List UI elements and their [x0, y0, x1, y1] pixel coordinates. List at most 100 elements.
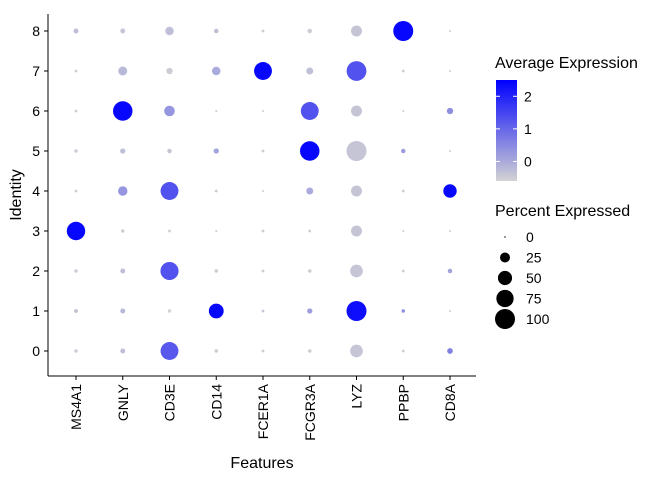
dot-ms4a1-4	[74, 189, 78, 193]
size-legend-dot	[504, 236, 506, 238]
dot-ppbp-2	[401, 269, 405, 273]
color-tick-label: 1	[524, 121, 532, 137]
dot-cd14-6	[215, 110, 218, 112]
dot-cd8a-2	[447, 268, 453, 274]
dot-markers	[66, 21, 457, 360]
x-axis-ticks: MS4A1 GNLY CD3E CD14 FCER1A FCGR3A LYZ PPBP CD8A	[68, 376, 458, 441]
y-tick-label: 0	[32, 343, 40, 359]
dot-cd8a-5	[449, 150, 451, 152]
dot-fcer1a-1	[261, 309, 265, 313]
dot-cd14-3	[215, 230, 218, 232]
dot-gnly-3	[121, 229, 125, 233]
dot-fcer1a-3	[261, 229, 265, 233]
dot-lyz-1	[346, 301, 367, 321]
size-legend-dot	[497, 270, 513, 286]
dot-gnly-1	[120, 308, 126, 314]
dot-gnly-0	[120, 348, 126, 354]
x-tick-label: FCER1A	[255, 383, 271, 439]
dot-cd3e-7	[166, 67, 173, 75]
dot-ms4a1-1	[74, 309, 78, 313]
dot-cd3e-8	[165, 26, 174, 36]
color-legend-bar	[496, 80, 517, 181]
y-tick-label: 3	[32, 223, 40, 239]
color-legend-title: Average Expression	[495, 55, 638, 72]
dot-fcgr3a-6	[300, 102, 319, 120]
dot-cd14-4	[214, 189, 218, 193]
dot-cd14-5	[213, 148, 219, 154]
color-legend: Average Expression 0 1 2	[495, 55, 638, 181]
dot-fcgr3a-3	[308, 229, 312, 233]
dot-lyz-0	[350, 344, 363, 358]
dot-ms4a1-6	[74, 109, 78, 113]
y-tick-label: 4	[32, 183, 40, 199]
size-legend-label: 0	[526, 229, 534, 245]
dot-fcgr3a-4	[306, 187, 314, 195]
dot-cd8a-4	[443, 184, 457, 198]
x-tick-label: FCGR3A	[302, 383, 318, 440]
dot-fcer1a-6	[262, 110, 264, 112]
dot-fcer1a-8	[261, 29, 265, 33]
dot-gnly-5	[120, 148, 126, 154]
dot-ms4a1-0	[74, 349, 78, 353]
dot-gnly-6	[113, 101, 133, 121]
size-legend-title: Percent Expressed	[495, 203, 630, 220]
dot-fcer1a-2	[261, 269, 265, 273]
size-legend-dot	[500, 252, 510, 263]
size-legend: Percent Expressed 0 25 50 75 100	[495, 203, 630, 329]
dot-ppbp-4	[401, 189, 405, 193]
dot-ms4a1-2	[74, 269, 78, 273]
color-legend-ticks: 0 1 2	[496, 88, 532, 169]
y-tick-label: 5	[32, 143, 40, 159]
dot-cd14-2	[214, 269, 218, 273]
size-legend-label: 100	[526, 311, 550, 327]
size-legend-label: 50	[526, 270, 542, 286]
x-tick-label: CD8A	[442, 383, 458, 421]
dot-cd3e-0	[160, 342, 179, 360]
x-tick-label: LYZ	[349, 384, 365, 409]
dot-lyz-3	[351, 225, 362, 237]
dot-cd8a-1	[449, 310, 451, 312]
dot-cd3e-5	[167, 148, 172, 154]
size-legend-label: 75	[526, 291, 542, 307]
dot-gnly-7	[118, 66, 128, 76]
y-tick-label: 2	[32, 263, 40, 279]
dot-lyz-8	[351, 25, 362, 37]
dot-ms4a1-7	[74, 69, 78, 73]
dot-gnly-2	[120, 268, 126, 274]
dot-ppbp-8	[393, 21, 414, 41]
dot-cd8a-0	[447, 348, 453, 354]
dot-cd8a-8	[449, 30, 451, 32]
dot-gnly-4	[118, 186, 128, 196]
dot-ms4a1-3	[66, 221, 86, 241]
color-tick-label: 2	[524, 88, 532, 104]
y-axis-ticks: 0 1 2 3 4 5 6 7 8	[32, 23, 48, 359]
dot-cd3e-6	[164, 105, 175, 117]
x-tick-label: GNLY	[115, 383, 131, 421]
y-tick-label: 6	[32, 103, 40, 119]
dot-cd14-8	[214, 28, 219, 34]
dot-cd14-0	[214, 349, 218, 353]
y-tick-label: 8	[32, 23, 40, 39]
dot-cd3e-1	[167, 309, 172, 313]
x-tick-label: MS4A1	[68, 384, 84, 430]
plot-area: 0 1 2 3 4 5 6 7 8 MS4A1 GNLY CD3E CD14 FCER1A FCGR3A L…	[32, 14, 476, 441]
dot-fcer1a-4	[262, 190, 264, 192]
dot-fcer1a-0	[261, 349, 265, 353]
dot-fcgr3a-5	[300, 141, 320, 161]
dot-lyz-5	[346, 141, 367, 161]
dot-ppbp-6	[402, 110, 405, 112]
x-tick-label: CD14	[208, 384, 224, 420]
dot-fcgr3a-8	[307, 28, 312, 34]
dot-gnly-8	[120, 28, 126, 34]
dot-lyz-4	[351, 185, 362, 197]
y-tick-label: 1	[32, 303, 40, 319]
dot-fcgr3a-7	[306, 67, 314, 75]
dot-ppbp-3	[402, 230, 405, 232]
dot-ppbp-0	[401, 349, 405, 353]
y-tick-label: 7	[32, 63, 40, 79]
color-tick-label: 0	[524, 153, 532, 169]
dot-ms4a1-5	[74, 149, 78, 153]
x-tick-label: CD3E	[162, 384, 178, 421]
dot-cd8a-6	[446, 107, 454, 115]
